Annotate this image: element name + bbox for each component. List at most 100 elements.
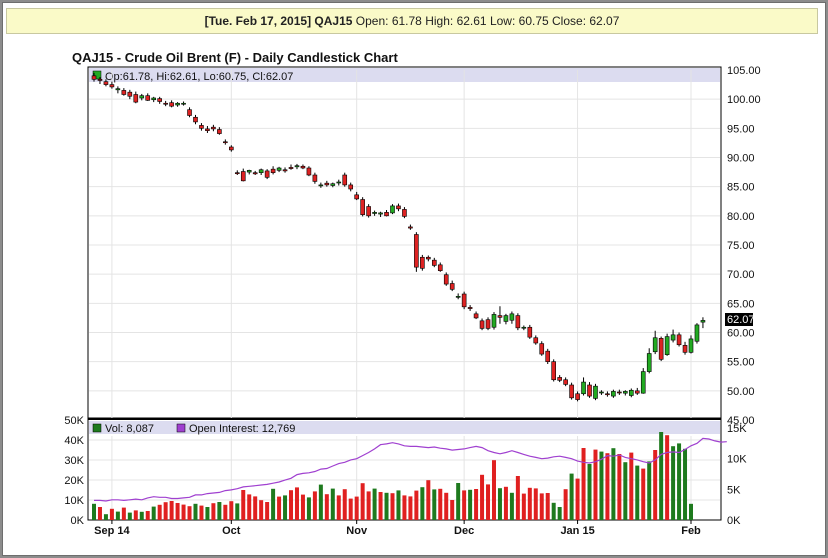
open-interest-tick-label: 0K [727, 515, 741, 527]
volume-bar [521, 493, 526, 520]
volume-bar [312, 491, 317, 520]
candle-body [640, 371, 646, 394]
volume-bars [92, 432, 693, 520]
volume-bar [665, 435, 670, 520]
volume-bar [486, 484, 491, 520]
candle-body [634, 390, 640, 394]
volume-bar [659, 432, 664, 520]
volume-bar [396, 490, 401, 520]
candle-body [205, 128, 210, 131]
candle-body [175, 102, 180, 106]
volume-bar [468, 489, 473, 520]
candle-body [199, 125, 204, 129]
volume-bar [641, 468, 646, 520]
volume-bar [390, 493, 395, 520]
candle-body [115, 88, 121, 91]
candle-body [318, 184, 324, 187]
volume-bar [551, 502, 556, 520]
candle-body [223, 141, 228, 144]
price-tick-label: 100.00 [727, 94, 761, 106]
candle-body [688, 338, 694, 353]
candle-body [127, 91, 133, 97]
open-interest-legend-swatch [176, 423, 186, 433]
volume-bar [330, 488, 335, 520]
volume-bar [557, 507, 562, 520]
x-tick-label: Jan 15 [560, 525, 594, 537]
high-label: High: [425, 14, 454, 28]
volume-bar [420, 487, 425, 520]
last-price-box [725, 313, 753, 326]
candle-body [330, 183, 336, 186]
candle-body [145, 95, 151, 101]
price-tick-label: 45.00 [727, 415, 755, 427]
x-axis: Sep 14 Oct Nov Dec Jan 15 Feb [94, 520, 701, 537]
candles [91, 72, 706, 402]
candle-body [252, 172, 258, 175]
x-tick-label: Feb [681, 525, 701, 537]
candle-body [676, 334, 682, 346]
candle-body [211, 126, 216, 130]
candle-body [623, 391, 628, 394]
x-tick-label: Oct [222, 525, 241, 537]
volume-bar [474, 489, 479, 520]
volume-bar [462, 490, 467, 520]
candle-body [473, 313, 479, 319]
candle-body [652, 337, 658, 353]
candle-body [354, 194, 359, 200]
volume-bar [211, 503, 216, 520]
x-tick-label: Sep 14 [94, 525, 130, 537]
close-value: 62.07 [589, 14, 620, 28]
volume-bar [480, 474, 485, 520]
volume-bar [348, 498, 353, 520]
price-legend-swatch [92, 70, 102, 80]
volume-bar [324, 494, 329, 520]
candle-body [479, 320, 485, 329]
volume-bar [271, 488, 276, 520]
candle-body [121, 90, 127, 95]
candle-body [91, 75, 97, 80]
high-value: 62.61 [456, 14, 487, 28]
open-label: Open: [355, 14, 389, 28]
volume-bar [169, 501, 174, 520]
candle-body [240, 171, 246, 182]
volume-bar [575, 478, 580, 520]
volume-bar [294, 487, 299, 520]
volume-tick-label: 40K [64, 435, 84, 447]
open-interest-line [94, 437, 727, 502]
candle-body [491, 314, 497, 328]
candle-body [581, 381, 586, 395]
candle-body [670, 334, 676, 341]
candle-body [366, 206, 371, 217]
volume-bar [289, 490, 294, 520]
candle-body [431, 259, 437, 266]
volume-bar [277, 496, 282, 520]
volume-tick-label: 50K [64, 415, 84, 427]
price-tick-label: 95.00 [727, 123, 755, 135]
price-tick-label: 105.00 [727, 65, 761, 77]
volume-bar [647, 461, 652, 520]
volume-bar [283, 495, 288, 520]
candle-body [461, 293, 467, 308]
candle-body [234, 172, 240, 174]
volume-bar [121, 507, 126, 520]
candle-body [246, 170, 252, 173]
candle-body [557, 377, 562, 381]
volume-bar [163, 502, 168, 520]
volume-bar [444, 492, 449, 520]
volume-bar [599, 451, 604, 520]
candle-body [187, 109, 192, 116]
candle-body [193, 116, 198, 123]
volume-bar [635, 465, 640, 520]
volume-bar [306, 497, 311, 520]
volume-bar [503, 486, 508, 520]
volume-bar [336, 495, 341, 520]
volume-bar [187, 506, 192, 520]
volume-bar [408, 496, 413, 520]
volume-bar [133, 510, 138, 520]
volume-legend-band [89, 421, 720, 434]
price-grid [89, 70, 720, 418]
volume-bar [378, 492, 383, 520]
candle-body [521, 326, 527, 329]
candle-body [485, 319, 491, 329]
candle-body [163, 102, 168, 105]
